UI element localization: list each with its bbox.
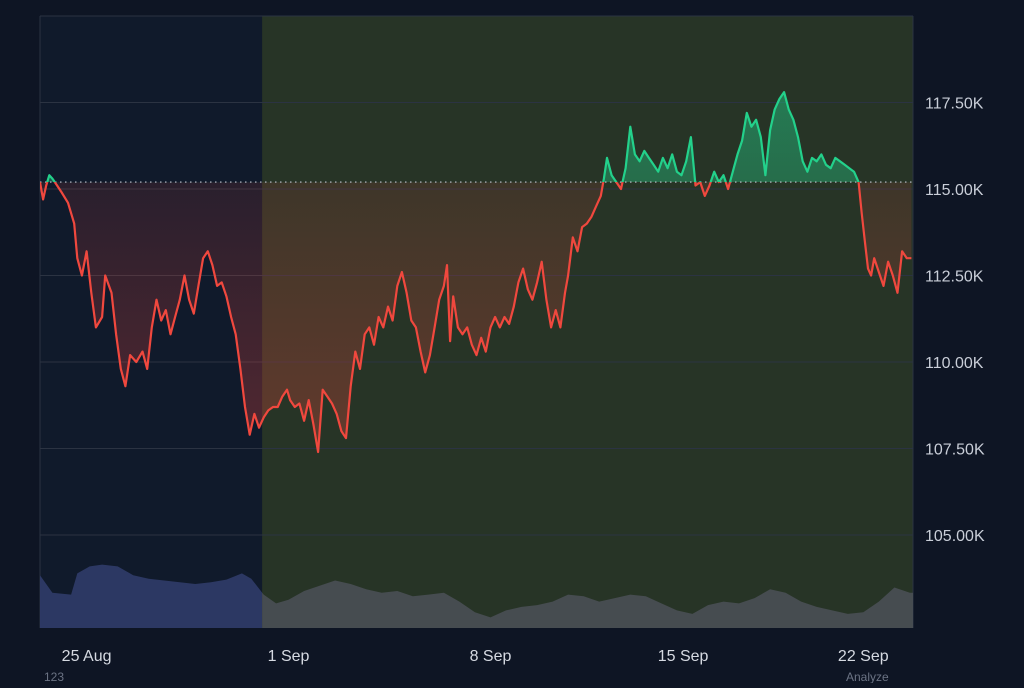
volume-area-left bbox=[40, 564, 263, 628]
y-tick-label: 105.00K bbox=[925, 528, 985, 545]
x-tick-label: 1 Sep bbox=[268, 648, 310, 665]
x-tick-label: 15 Sep bbox=[658, 648, 709, 665]
y-tick-label: 110.00K bbox=[925, 355, 984, 372]
price-line-down bbox=[40, 182, 912, 454]
price-line-up bbox=[40, 91, 860, 183]
volume-area-right bbox=[262, 580, 914, 628]
footnote-right: Analyze bbox=[846, 670, 889, 683]
area-below-baseline bbox=[40, 182, 912, 452]
x-tick-label: 25 Aug bbox=[62, 648, 112, 665]
y-tick-label: 112.50K bbox=[925, 269, 984, 286]
x-tick-label: 22 Sep bbox=[838, 648, 889, 665]
area-above-baseline bbox=[47, 92, 859, 183]
y-tick-label: 115.00K bbox=[925, 182, 984, 199]
y-tick-label: 107.50K bbox=[925, 442, 985, 459]
footnote-left: 123 bbox=[44, 670, 64, 683]
y-tick-label: 117.50K bbox=[925, 96, 984, 113]
x-tick-label: 8 Sep bbox=[470, 648, 512, 665]
